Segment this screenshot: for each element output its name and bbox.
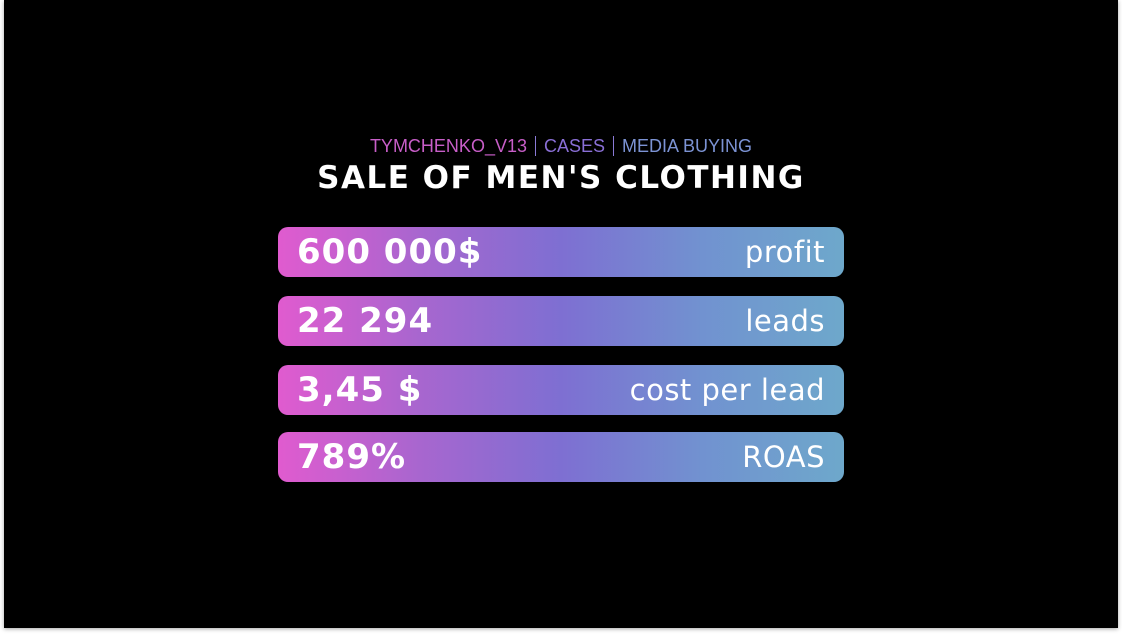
metric-value: 3,45 $ xyxy=(297,370,423,410)
metric-bar: 600 000$ profit xyxy=(278,227,844,277)
metric-label: cost per lead xyxy=(629,373,825,407)
metric-bar: 22 294 leads xyxy=(278,296,844,346)
metric-bar: 789% ROAS xyxy=(278,432,844,482)
metric-label: ROAS xyxy=(742,440,825,474)
tagline-part: MEDIA BUYING xyxy=(622,136,753,156)
metric-bar: 3,45 $ cost per lead xyxy=(278,365,844,415)
metric-value: 600 000$ xyxy=(297,232,483,272)
tagline-part: TYMCHENKO_V13 xyxy=(369,136,527,156)
metric-label: leads xyxy=(745,304,825,338)
metric-label: profit xyxy=(744,235,825,269)
tagline-part: CASES xyxy=(543,136,606,156)
title: SALE OF MEN'S CLOTHING xyxy=(317,160,805,196)
separator xyxy=(534,136,536,156)
metric-value: 789% xyxy=(297,437,407,477)
metric-value: 22 294 xyxy=(297,301,434,341)
separator xyxy=(613,136,615,156)
tagline: TYMCHENKO_V13 CASES MEDIA BUYING xyxy=(0,136,1122,157)
